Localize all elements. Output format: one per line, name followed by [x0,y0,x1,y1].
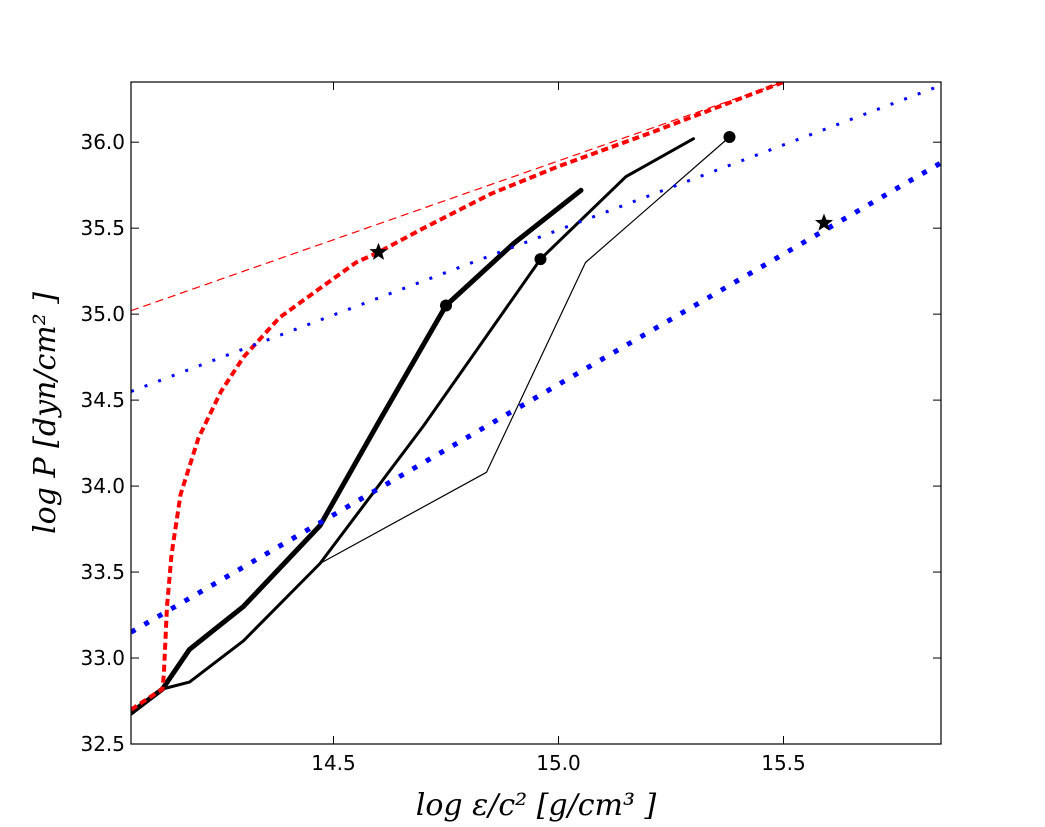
circle-marker-1 [534,253,547,266]
y-tick-label: 33.5 [80,560,125,584]
x-axis-label: log ε/c² [g/cm³ ] [416,788,657,823]
star-marker-3 [369,242,388,260]
y-tick-label: 33.0 [80,646,125,670]
tick-layer: 14.5 15.0 15.5 32.5 33.0 33.5 34.0 34.5 35.0 35.5… [80,82,941,775]
y-tick-label: 36.0 [80,130,125,154]
series-line-4 [131,82,784,312]
star-marker-4 [815,213,833,231]
y-tick-label: 35.0 [80,302,125,326]
circle-marker-2 [723,131,736,144]
x-tick-label: 15.0 [536,751,581,775]
y-tick-label: 32.5 [80,732,125,756]
plot-area [131,82,941,744]
series-line-2 [319,136,731,565]
y-tick-label: 34.0 [80,474,125,498]
x-tick-label: 15.5 [761,751,806,775]
series-line-6 [131,160,941,635]
plot-frame [130,81,942,745]
y-tick-label: 35.5 [80,216,125,240]
y-tick-label: 34.5 [80,388,125,412]
series-line-0 [131,187,584,716]
circle-marker-0 [440,299,452,312]
marker-layer [369,131,833,312]
series-layer [131,82,941,716]
y-axis-label: log P [dyn/cm² ] [28,292,63,534]
x-tick-label: 14.5 [311,751,356,775]
